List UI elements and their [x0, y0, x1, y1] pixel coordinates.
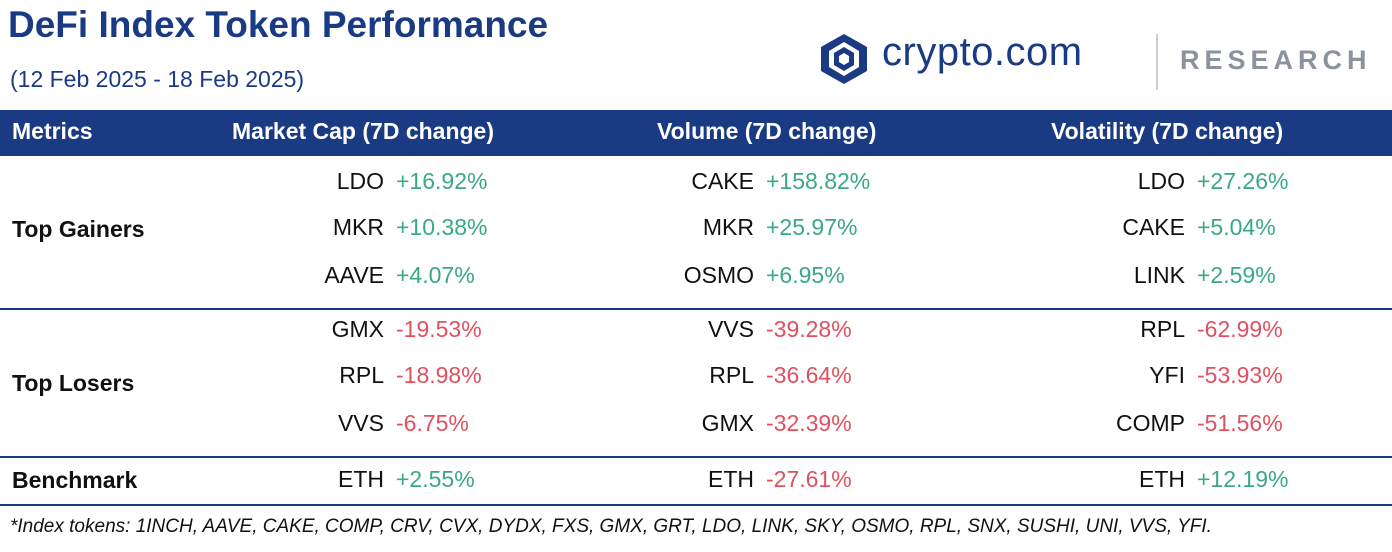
change-value: +4.07% [396, 262, 475, 288]
token-symbol: ETH [1139, 466, 1185, 492]
group-label-losers: Top Losers [12, 370, 135, 396]
token-symbol: GMX [701, 410, 754, 436]
divider-gainers-losers [0, 308, 1392, 310]
change-value: +25.97% [766, 214, 858, 240]
crypto-com-lion-icon [821, 34, 867, 84]
token-symbol: LDO [1137, 168, 1185, 194]
logo-research-label: RESEARCH [1180, 45, 1372, 75]
change-value: +10.38% [396, 214, 488, 240]
token-symbol: VVS [707, 316, 754, 342]
footnote: *Index tokens: 1INCH, AAVE, CAKE, COMP, … [10, 516, 1212, 537]
change-value: +12.19% [1197, 466, 1289, 492]
change-value: +2.59% [1197, 262, 1276, 288]
group-label-gainers: Top Gainers [12, 216, 145, 242]
header-metrics: Metrics [12, 118, 93, 144]
table-bottom-rule [0, 504, 1392, 506]
change-value: -6.75% [396, 410, 469, 436]
token-symbol: COMP [1116, 410, 1185, 436]
change-value: +2.55% [396, 466, 475, 492]
token-symbol: OSMO [683, 262, 754, 288]
table-header: Metrics Market Cap (7D change) Volume (7… [0, 110, 1392, 156]
token-symbol: ETH [338, 466, 384, 492]
change-value: +158.82% [766, 168, 871, 194]
token-symbol: LINK [1133, 262, 1185, 288]
token-symbol: CAKE [1122, 214, 1185, 240]
logo-wordmark: crypto.com [882, 30, 1083, 74]
change-value: -32.39% [766, 410, 852, 436]
token-symbol: YFI [1149, 362, 1185, 388]
token-symbol: LDO [336, 168, 384, 194]
change-value: -36.64% [766, 362, 852, 388]
token-symbol: ETH [708, 466, 754, 492]
token-symbol: RPL [1140, 316, 1185, 342]
token-symbol: AAVE [324, 262, 384, 288]
token-symbol: MKR [332, 214, 384, 240]
change-value: +16.92% [396, 168, 488, 194]
page-title: DeFi Index Token Performance [8, 4, 549, 45]
token-symbol: CAKE [691, 168, 754, 194]
token-symbol: RPL [709, 362, 754, 388]
change-value: +27.26% [1197, 168, 1289, 194]
change-value: -62.99% [1197, 316, 1283, 342]
change-value: -53.93% [1197, 362, 1283, 388]
divider-losers-benchmark [0, 456, 1392, 458]
header-volatility: Volatility (7D change) [1051, 118, 1284, 144]
change-value: -19.53% [396, 316, 482, 342]
token-symbol: RPL [339, 362, 384, 388]
token-symbol: GMX [331, 316, 384, 342]
logo-divider [1156, 34, 1158, 90]
change-value: +5.04% [1197, 214, 1276, 240]
change-value: -27.61% [766, 466, 852, 492]
header-market-cap: Market Cap (7D change) [232, 118, 495, 144]
change-value: -39.28% [766, 316, 852, 342]
token-symbol: MKR [702, 214, 754, 240]
change-value: -18.98% [396, 362, 482, 388]
date-range: (12 Feb 2025 - 18 Feb 2025) [10, 66, 305, 92]
change-value: -51.56% [1197, 410, 1283, 436]
token-symbol: VVS [337, 410, 384, 436]
brand-logo: crypto.com RESEARCH [818, 28, 1378, 90]
change-value: +6.95% [766, 262, 845, 288]
header-volume: Volume (7D change) [657, 118, 877, 144]
group-label-benchmark: Benchmark [12, 467, 138, 493]
